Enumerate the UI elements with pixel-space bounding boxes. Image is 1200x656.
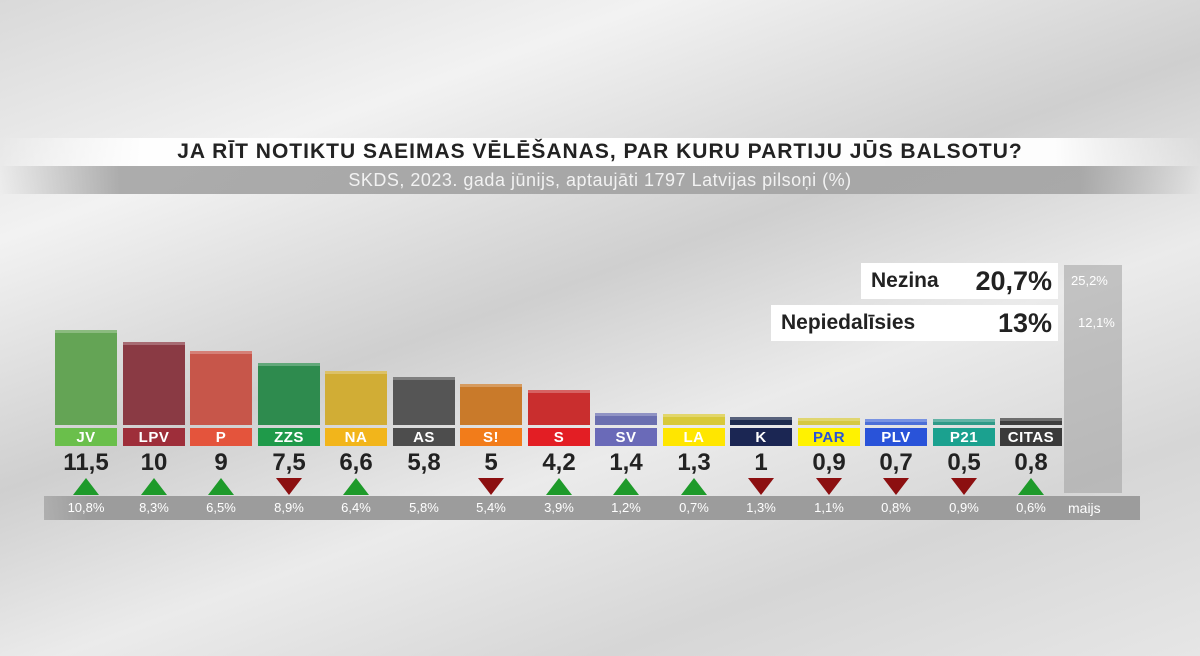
previous-values-strip [44,496,1140,520]
trend-up-icon [1018,478,1044,495]
value-label: 1 [754,449,768,476]
value-label: 1,4 [609,449,643,476]
party-label: K [730,428,792,446]
party-label: ZZS [258,428,320,446]
party-label: S! [460,428,522,446]
party-label: LPV [123,428,185,446]
party-label: P [190,428,252,446]
trend-down-icon [478,478,504,495]
bar-plv [865,419,927,425]
value-label: 5,8 [407,449,441,476]
previous-value-label: 0,9% [949,500,979,515]
value-label: 1,3 [677,449,711,476]
subtitle-bar: SKDS, 2023. gada jūnijs, aptaujāti 1797 … [0,166,1200,194]
trend-up-icon [546,478,572,495]
nezina-box: Nezina 20,7% [861,263,1058,299]
party-label: NA [325,428,387,446]
party-label: P21 [933,428,995,446]
value-label: 9 [214,449,228,476]
nepiedalisies-box: Nepiedalīsies 13% [771,305,1058,341]
nezina-label: Nezina [871,269,939,292]
bar-lpv [123,342,185,425]
nepiedalisies-previous: 12,1% [1078,315,1115,330]
trend-down-icon [276,478,302,495]
trend-up-icon [141,478,167,495]
party-label: PAR [798,428,860,446]
party-label: LA [663,428,725,446]
nezina-value: 20,7% [975,265,1052,296]
trend-up-icon [681,478,707,495]
party-label: SV [595,428,657,446]
previous-value-label: 8,9% [274,500,304,515]
value-label: 0,7 [879,449,913,476]
previous-period-label: maijs [1068,500,1101,516]
bar-la [663,414,725,425]
previous-value-label: 6,4% [341,500,371,515]
bar-citas [1000,418,1062,425]
party-label: S [528,428,590,446]
bar-sv [595,413,657,425]
previous-value-label: 1,2% [611,500,641,515]
trend-down-icon [748,478,774,495]
value-label: 4,2 [542,449,576,476]
previous-value-label: 5,8% [409,500,439,515]
value-label: 7,5 [272,449,306,476]
bar-par [798,418,860,425]
previous-value-label: 3,9% [544,500,574,515]
bar-k [730,417,792,425]
bar-p [190,351,252,425]
value-label: 6,6 [339,449,373,476]
bar-s [528,390,590,425]
party-label: AS [393,428,455,446]
bar-as [393,377,455,425]
previous-value-label: 0,7% [679,500,709,515]
trend-up-icon [343,478,369,495]
value-label: 5 [484,449,498,476]
value-label: 0,8 [1014,449,1048,476]
bar-p21 [933,419,995,425]
previous-value-label: 5,4% [476,500,506,515]
previous-value-label: 0,6% [1016,500,1046,515]
previous-value-label: 8,3% [139,500,169,515]
previous-value-label: 0,8% [881,500,911,515]
value-label: 0,5 [947,449,981,476]
value-label: 10 [140,449,168,476]
bar-na [325,371,387,425]
trend-up-icon [613,478,639,495]
trend-down-icon [883,478,909,495]
side-column [1064,265,1122,493]
party-label: CITAS [1000,428,1062,446]
value-label: 0,9 [812,449,846,476]
trend-down-icon [816,478,842,495]
nepiedalisies-label: Nepiedalīsies [781,311,916,334]
party-label: PLV [865,428,927,446]
trend-up-icon [208,478,234,495]
previous-value-label: 1,1% [814,500,844,515]
value-label: 11,5 [63,449,109,476]
chart-title: JA RĪT NOTIKTU SAEIMAS VĒLĒŠANAS, PAR KU… [177,140,1023,163]
nepiedalisies-value: 13% [997,307,1052,338]
bar-sexcl [460,384,522,425]
previous-value-label: 6,5% [206,500,236,515]
previous-value-label: 10,8% [67,500,105,515]
bar-zzs [258,363,320,425]
bar-jv [55,330,117,425]
trend-down-icon [951,478,977,495]
previous-value-label: 1,3% [746,500,776,515]
trend-up-icon [73,478,99,495]
chart-subtitle: SKDS, 2023. gada jūnijs, aptaujāti 1797 … [348,169,852,190]
nezina-previous: 25,2% [1071,273,1108,288]
title-bar: JA RĪT NOTIKTU SAEIMAS VĒLĒŠANAS, PAR KU… [0,138,1200,166]
party-label: JV [55,428,117,446]
